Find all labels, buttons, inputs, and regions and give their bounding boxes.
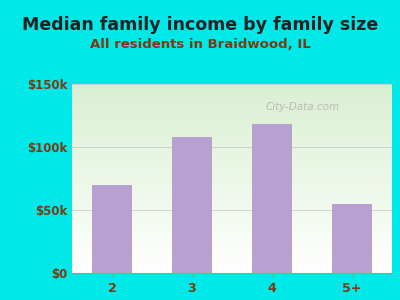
Bar xyxy=(332,204,372,273)
Bar xyxy=(92,185,132,273)
Text: City-Data.com: City-Data.com xyxy=(265,102,340,112)
Text: All residents in Braidwood, IL: All residents in Braidwood, IL xyxy=(90,38,310,50)
Bar xyxy=(172,137,212,273)
Text: Median family income by family size: Median family income by family size xyxy=(22,16,378,34)
Bar xyxy=(252,124,292,273)
